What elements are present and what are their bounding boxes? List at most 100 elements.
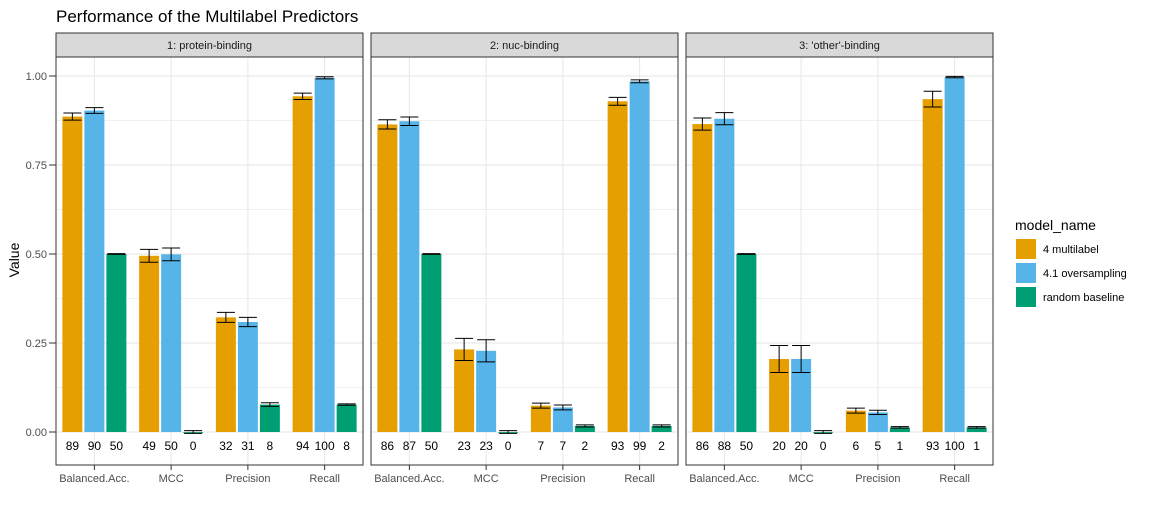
legend: model_name 4 multilabel 4.1 oversampling r… <box>1015 217 1127 307</box>
bar <box>966 427 987 432</box>
bar <box>259 404 280 432</box>
data-label: 50 <box>110 439 124 453</box>
data-label: 2 <box>582 439 589 453</box>
data-label: 31 <box>241 439 255 453</box>
bar <box>215 317 236 432</box>
data-label: 88 <box>718 439 732 453</box>
data-label: 32 <box>219 439 233 453</box>
panel-border <box>370 56 679 466</box>
bar <box>454 349 475 432</box>
data-label: 8 <box>267 439 274 453</box>
x-tick-label: Precision <box>540 473 585 485</box>
facet-strip-label: 2: nuc-binding <box>490 40 559 52</box>
data-label: 50 <box>740 439 754 453</box>
bar <box>421 254 442 432</box>
data-label: 93 <box>926 439 940 453</box>
facet-panel: 2: nuc-binding 86 87 50 Balanced.Acc. 23 23 0 MC… <box>370 32 679 485</box>
bar <box>530 405 551 432</box>
bar <box>161 254 182 432</box>
facet-panel: 1: protein-binding 89 90 50 Balanced.Acc. 49 5… <box>55 32 364 485</box>
bar <box>314 77 335 432</box>
x-tick-label: Precision <box>225 473 270 485</box>
data-label: 86 <box>696 439 710 453</box>
bar <box>889 427 910 432</box>
y-tick-label: 0.75 <box>26 160 47 172</box>
bar <box>574 425 595 432</box>
bar <box>845 410 866 432</box>
x-tick-label: Recall <box>624 473 655 485</box>
legend-label: random baseline <box>1043 292 1124 304</box>
x-tick-label: MCC <box>159 473 184 485</box>
bar <box>139 255 160 432</box>
bar <box>944 77 965 433</box>
data-label: 0 <box>820 439 827 453</box>
x-tick-label: Balanced.Acc. <box>374 473 444 485</box>
data-label: 99 <box>633 439 647 453</box>
legend-label: 4 multilabel <box>1043 244 1099 256</box>
legend-title: model_name <box>1015 217 1096 233</box>
data-label: 1 <box>897 439 904 453</box>
y-tick-label: 0.50 <box>26 249 47 261</box>
x-tick-label: MCC <box>474 473 499 485</box>
bar <box>629 81 650 432</box>
bar <box>651 425 672 432</box>
legend-label: 4.1 oversampling <box>1043 268 1127 280</box>
data-label: 90 <box>88 439 102 453</box>
data-label: 20 <box>772 439 786 453</box>
bar <box>714 118 735 432</box>
bar <box>769 359 790 432</box>
x-tick-label: MCC <box>789 473 814 485</box>
x-tick-label: Balanced.Acc. <box>689 473 759 485</box>
data-label: 100 <box>945 439 965 453</box>
data-label: 7 <box>538 439 545 453</box>
data-label: 5 <box>875 439 882 453</box>
data-label: 100 <box>315 439 335 453</box>
panel-border <box>685 56 994 466</box>
data-label: 20 <box>794 439 808 453</box>
data-label: 89 <box>66 439 80 453</box>
legend-swatch <box>1016 263 1036 283</box>
bar <box>62 116 83 433</box>
bar <box>336 404 357 432</box>
data-label: 87 <box>403 439 417 453</box>
legend-swatch <box>1016 239 1036 259</box>
bar <box>476 350 497 432</box>
data-label: 8 <box>343 439 350 453</box>
facet-strip-label: 3: 'other'-binding <box>799 40 880 52</box>
facet-strip-label: 1: protein-binding <box>167 40 252 52</box>
data-label: 86 <box>381 439 395 453</box>
y-tick-label: 1.00 <box>26 71 47 83</box>
bar <box>791 359 812 432</box>
bar <box>84 110 105 433</box>
x-tick-label: Balanced.Acc. <box>59 473 129 485</box>
data-label: 50 <box>425 439 439 453</box>
data-label: 0 <box>505 439 512 453</box>
data-label: 23 <box>457 439 471 453</box>
data-label: 50 <box>164 439 178 453</box>
x-tick-label: Recall <box>309 473 340 485</box>
bar <box>399 121 420 432</box>
bar <box>237 321 258 432</box>
panel-border <box>55 56 364 466</box>
data-label: 6 <box>853 439 860 453</box>
data-label: 7 <box>560 439 567 453</box>
bar <box>552 407 573 432</box>
bar <box>106 254 127 432</box>
facet-strip <box>370 32 679 58</box>
y-tick-label: 0.25 <box>26 338 47 350</box>
y-tick-label: 0.00 <box>26 427 47 439</box>
data-label: 23 <box>479 439 493 453</box>
facet-strip <box>55 32 364 58</box>
bar <box>867 412 888 432</box>
facet-strip <box>685 32 994 58</box>
chart-title: Performance of the Multilabel Predictors <box>56 7 358 26</box>
bar <box>292 96 313 433</box>
bar <box>922 99 943 432</box>
data-label: 94 <box>296 439 310 453</box>
data-label: 49 <box>142 439 156 453</box>
bar <box>377 124 398 432</box>
data-label: 2 <box>658 439 665 453</box>
